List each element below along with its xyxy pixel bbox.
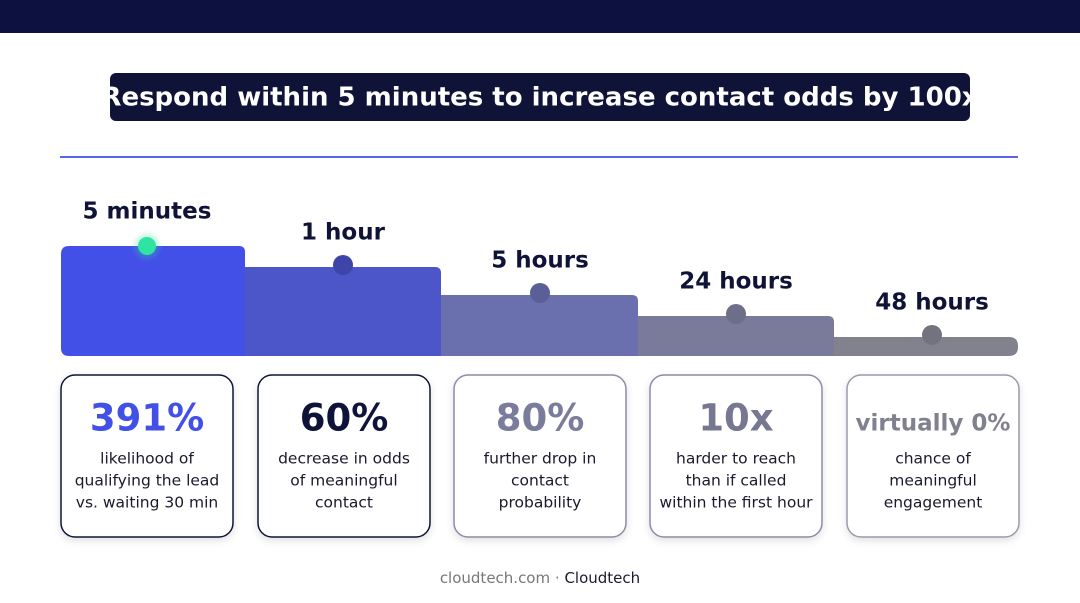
- card-description: of meaningful: [290, 472, 397, 490]
- card-stat: virtually 0%: [856, 411, 1011, 437]
- title-box: [110, 73, 970, 121]
- card-description: decrease in odds: [278, 450, 410, 468]
- card-stat: 60%: [300, 397, 389, 440]
- dot: [726, 304, 746, 324]
- stage-time: 5 minutes: [83, 199, 212, 225]
- title: Respond within 5 minutes to increase con…: [101, 83, 978, 113]
- card: [257, 374, 431, 538]
- card-description: probability: [499, 494, 582, 512]
- card-stat: 391%: [90, 397, 204, 440]
- step-bar: [834, 337, 1018, 356]
- card: [453, 374, 627, 538]
- footer-site: cloudtech.com: [440, 569, 550, 587]
- stage-time: 1 hour: [301, 220, 386, 246]
- footer-separator: ·: [555, 569, 560, 587]
- card-description: harder to reach: [676, 450, 796, 468]
- dot: [333, 255, 353, 275]
- stage-time: 24 hours: [679, 269, 793, 295]
- top-bar: [0, 0, 1080, 33]
- step-bar: [441, 295, 638, 356]
- card-stat: 80%: [496, 397, 585, 440]
- stage-time: 5 hours: [491, 248, 589, 274]
- card-description: engagement: [884, 494, 983, 512]
- step-bar: [245, 267, 441, 356]
- step-bar: [638, 316, 834, 356]
- card-description: contact: [315, 494, 373, 512]
- stage-time: 48 hours: [875, 290, 989, 316]
- dot: [922, 325, 942, 345]
- card: [846, 374, 1020, 538]
- card-description: within the first hour: [659, 494, 813, 512]
- card: [649, 374, 823, 538]
- footer-brand: Cloudtech: [564, 569, 640, 587]
- card-stat: 10x: [698, 397, 773, 440]
- card-description: likelihood of: [100, 450, 194, 468]
- card-description: meaningful: [889, 472, 977, 490]
- card: [60, 374, 234, 538]
- dot: [530, 283, 550, 303]
- dot: [138, 237, 156, 255]
- card-description: qualifying the lead: [75, 472, 220, 490]
- card-description: than if called: [686, 472, 787, 490]
- card-description: further drop in: [484, 450, 597, 468]
- card-description: chance of: [895, 450, 971, 468]
- step-bar: [61, 246, 245, 356]
- card-description: vs. waiting 30 min: [76, 494, 218, 512]
- stages: 5 minutes 391% likelihood of qualifying the…: [60, 199, 1020, 538]
- footer: cloudtech.com · Cloudtech: [440, 569, 640, 587]
- card-description: contact: [511, 472, 569, 490]
